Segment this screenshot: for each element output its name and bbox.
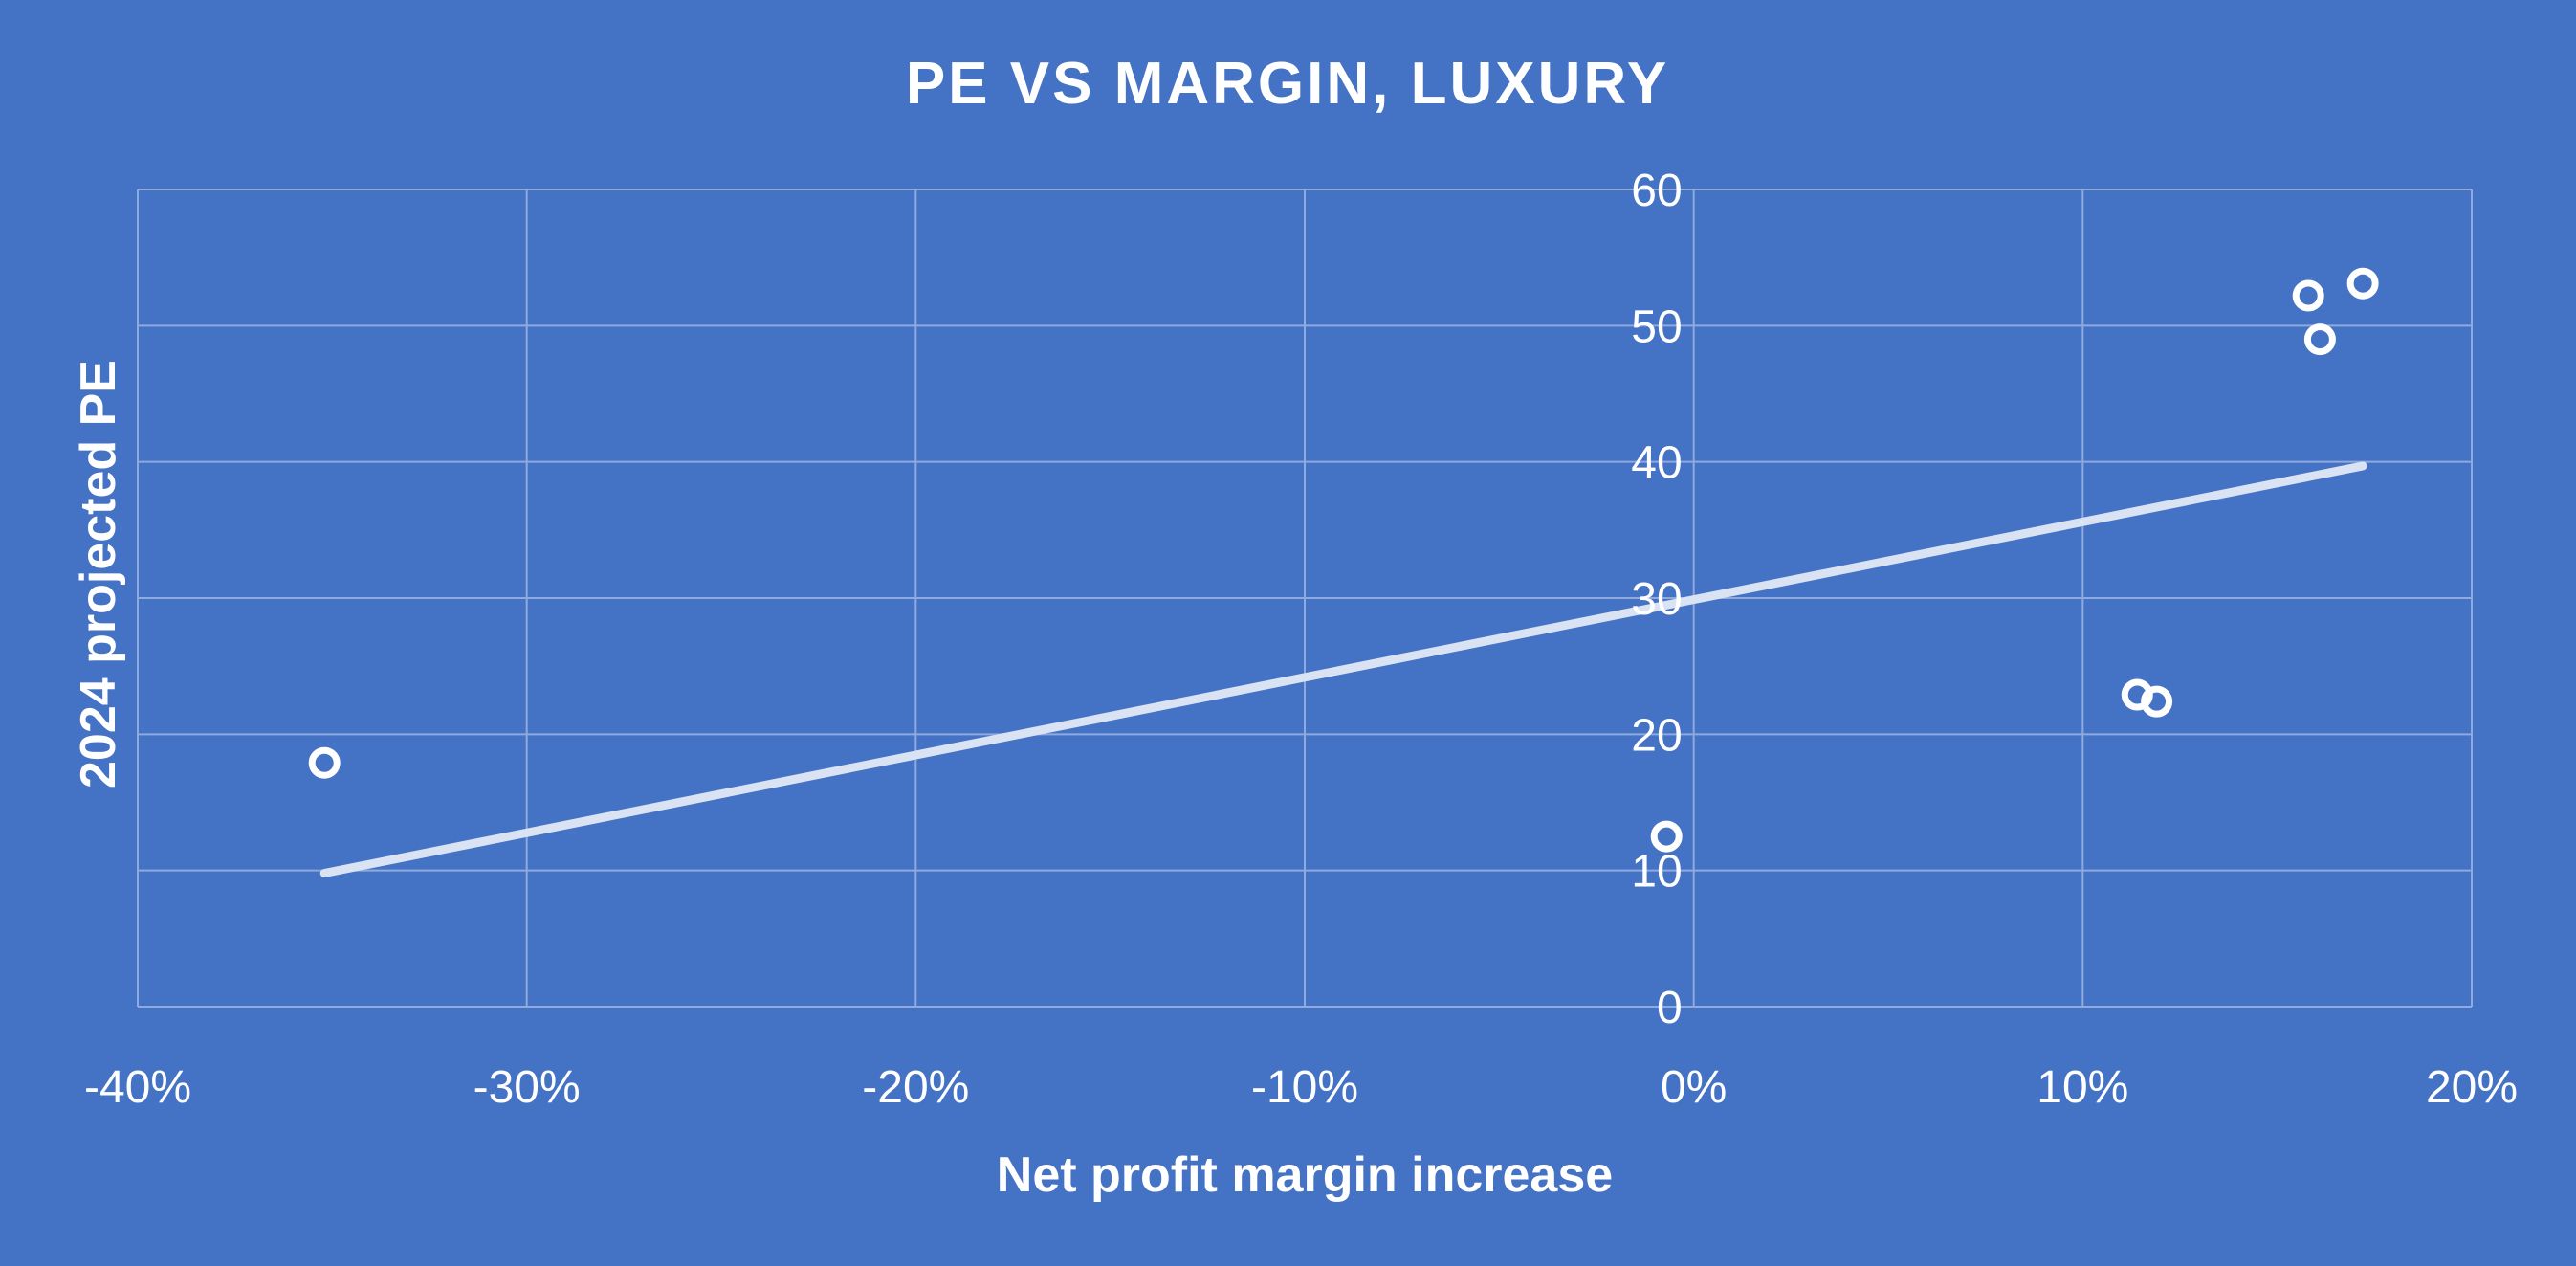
y-tick-label: 30 (1631, 574, 1682, 625)
x-tick-label: 0% (1661, 1062, 1727, 1113)
chart-title: PE VS MARGIN, LUXURY (906, 51, 1669, 117)
x-tick-label: 10% (2037, 1062, 2128, 1113)
y-tick-label: 10 (1631, 847, 1682, 898)
gridlines (137, 189, 2473, 1008)
y-tick-label: 50 (1631, 301, 1682, 352)
data-point-marker (308, 746, 341, 779)
linear-trendline (319, 461, 2367, 878)
x-tick-label: -30% (473, 1062, 581, 1113)
y-tick-label: 60 (1631, 166, 1682, 216)
data-point-marker (1650, 820, 1683, 853)
trendline-layer (319, 461, 2367, 878)
x-tick-label: -10% (1251, 1062, 1358, 1113)
y-tick-label: 0 (1657, 983, 1683, 1033)
y-axis-tick-labels: 0 10 20 30 40 50 60 (1631, 166, 1682, 1033)
data-point-marker (2141, 685, 2173, 718)
y-axis-title: 2024 projected PE (71, 360, 126, 788)
y-tick-label: 40 (1631, 438, 1682, 489)
x-tick-label: -20% (862, 1062, 969, 1113)
data-points (308, 267, 2379, 853)
x-axis-tick-labels: -40% -30% -20% -10% 0% 10% 20% (84, 1062, 2518, 1113)
x-axis-title: Net profit margin increase (997, 1147, 1613, 1203)
data-point-marker (2303, 323, 2336, 356)
x-tick-label: -40% (84, 1062, 191, 1113)
data-point-marker (2346, 267, 2379, 300)
data-point-marker (2292, 279, 2324, 312)
x-tick-label: 20% (2426, 1062, 2518, 1113)
y-tick-label: 20 (1631, 710, 1682, 761)
